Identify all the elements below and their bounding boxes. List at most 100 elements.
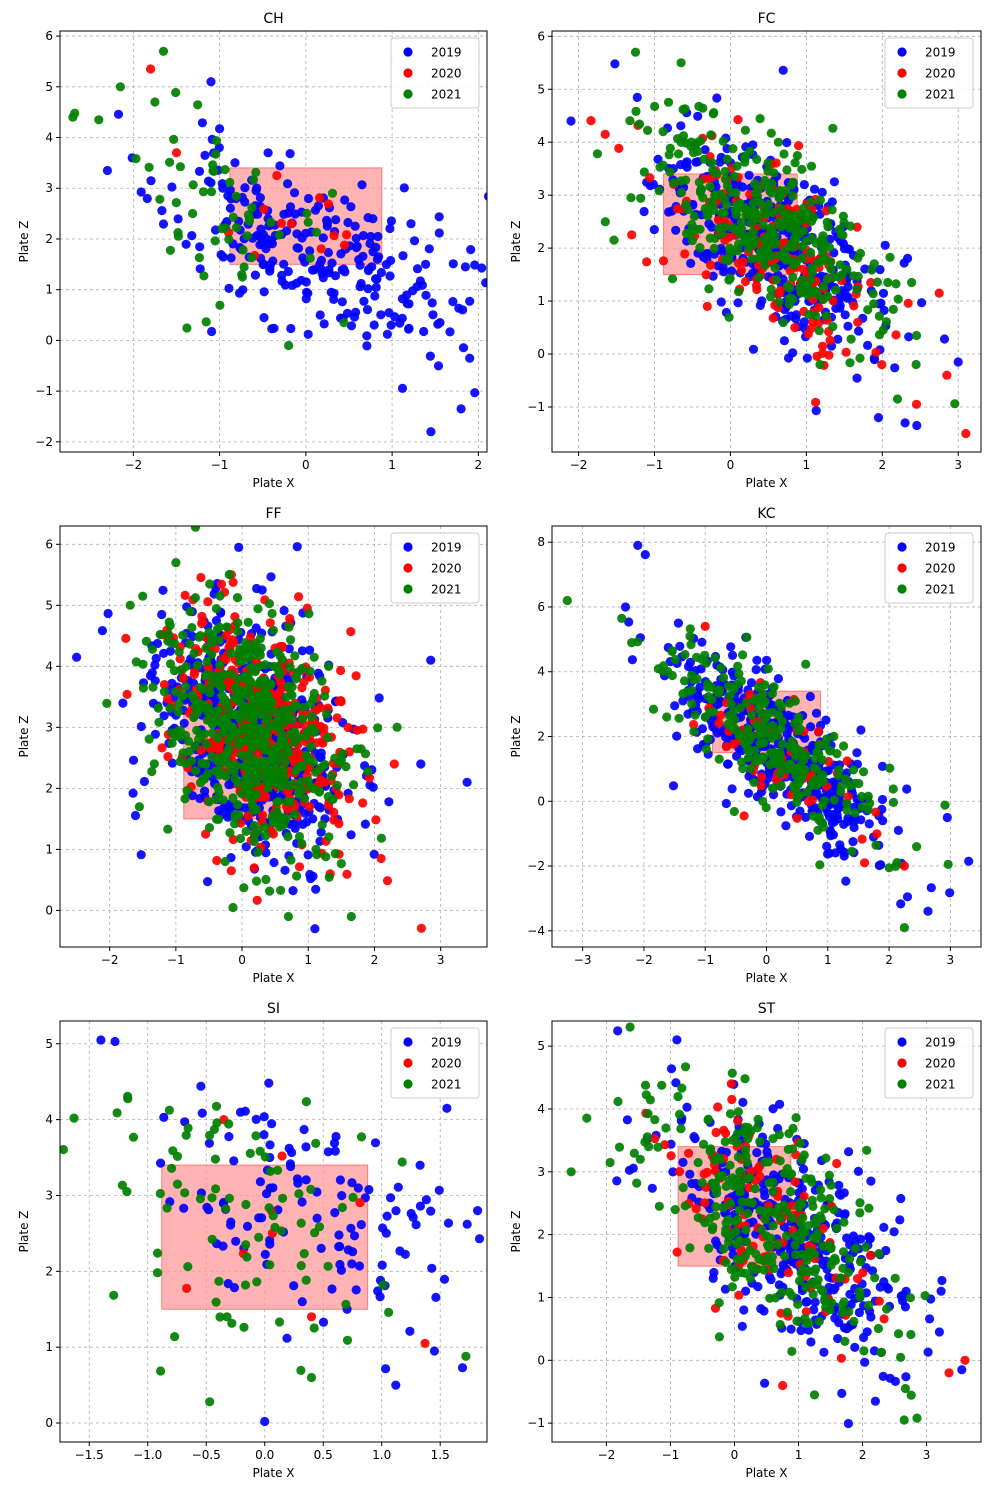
point-2020 [294, 862, 305, 872]
point-2021 [208, 160, 218, 170]
point-2020 [259, 204, 269, 214]
point-2020 [818, 341, 828, 351]
point-2019 [737, 1321, 747, 1331]
point-2021 [865, 798, 875, 808]
point-2020 [801, 1307, 811, 1317]
legend-marker-2020 [897, 1058, 907, 1068]
point-2020 [706, 260, 716, 270]
point-2021 [241, 826, 251, 837]
point-2019 [355, 260, 365, 270]
point-2019 [875, 265, 885, 275]
point-2019 [426, 1206, 436, 1216]
point-2019 [252, 231, 262, 241]
y-tick-label: −4 [527, 924, 545, 938]
point-2021 [809, 1390, 820, 1400]
point-2021 [167, 1163, 177, 1173]
point-2019 [768, 1104, 778, 1114]
legend-marker-2021 [403, 89, 413, 99]
x-tick-label: 2 [371, 953, 379, 967]
subplot-title: SI [267, 1001, 280, 1017]
point-2021 [906, 1329, 916, 1340]
point-2019 [358, 251, 368, 261]
point-2021 [155, 1188, 165, 1199]
point-2021 [191, 766, 201, 776]
point-2019 [229, 1283, 239, 1293]
point-2021 [242, 231, 252, 241]
point-2021 [816, 1185, 826, 1195]
point-2019 [668, 781, 679, 791]
x-tick-label: 2 [885, 953, 893, 967]
point-2019 [313, 668, 323, 678]
point-2019 [415, 1201, 425, 1211]
legend-marker-2020 [403, 1058, 413, 1068]
point-2020 [672, 1247, 682, 1257]
point-2019 [351, 1285, 361, 1295]
point-2019 [873, 413, 884, 423]
point-2019 [799, 180, 809, 190]
point-2020 [163, 752, 173, 762]
point-2019 [693, 744, 703, 754]
point-2021 [241, 675, 251, 685]
point-2019 [620, 602, 631, 612]
y-tick-label: 5 [537, 1039, 545, 1053]
point-2019 [312, 1213, 322, 1223]
point-2020 [666, 1151, 676, 1161]
point-2020 [733, 115, 743, 125]
point-2021 [731, 188, 741, 198]
point-2021 [668, 178, 679, 188]
point-2019 [470, 388, 480, 398]
point-2019 [860, 1357, 870, 1367]
y-tick-label: 5 [537, 82, 545, 96]
point-2021 [788, 191, 798, 201]
point-2021 [770, 263, 780, 273]
point-2021 [801, 750, 811, 761]
point-2021 [210, 1154, 220, 1164]
point-2021 [792, 1316, 802, 1326]
point-2021 [764, 1178, 774, 1188]
point-2021 [863, 305, 873, 315]
point-2019 [303, 850, 313, 860]
point-2021 [888, 784, 898, 794]
point-2019 [372, 254, 382, 264]
point-2020 [689, 719, 699, 730]
point-2021 [746, 1261, 757, 1271]
point-2021 [732, 1174, 742, 1184]
point-2021 [252, 1277, 262, 1287]
point-2021 [809, 763, 820, 773]
point-2021 [704, 284, 714, 294]
point-2019 [899, 258, 909, 268]
point-2021 [950, 399, 960, 409]
point-2019 [878, 288, 889, 298]
point-2021 [733, 1107, 744, 1117]
point-2021 [174, 647, 184, 657]
point-2019 [748, 344, 759, 354]
point-2021 [210, 794, 221, 805]
point-2019 [297, 1297, 307, 1307]
point-2019 [150, 660, 160, 670]
point-2019 [715, 157, 725, 167]
point-2021 [636, 193, 646, 203]
point-2021 [745, 764, 756, 774]
point-2021 [771, 239, 781, 249]
point-2019 [393, 1182, 403, 1192]
point-2021 [920, 1291, 930, 1301]
point-2021 [238, 245, 248, 255]
point-2021 [233, 626, 243, 637]
point-2021 [785, 223, 795, 233]
point-2021 [752, 720, 762, 730]
point-2021 [397, 1157, 407, 1167]
point-2019 [373, 1286, 383, 1296]
x-tick-label: 3 [923, 1448, 931, 1462]
y-tick-label: 4 [45, 659, 53, 673]
point-2021 [840, 1336, 850, 1346]
point-2021 [754, 682, 764, 692]
point-2019 [72, 652, 82, 662]
point-2019 [257, 585, 267, 595]
point-2021 [791, 1250, 801, 1260]
point-2021 [301, 731, 311, 741]
point-2021 [276, 885, 286, 896]
point-2021 [215, 770, 225, 780]
point-2020 [942, 370, 952, 380]
point-2021 [798, 226, 808, 236]
y-tick-label: 2 [45, 1264, 53, 1278]
